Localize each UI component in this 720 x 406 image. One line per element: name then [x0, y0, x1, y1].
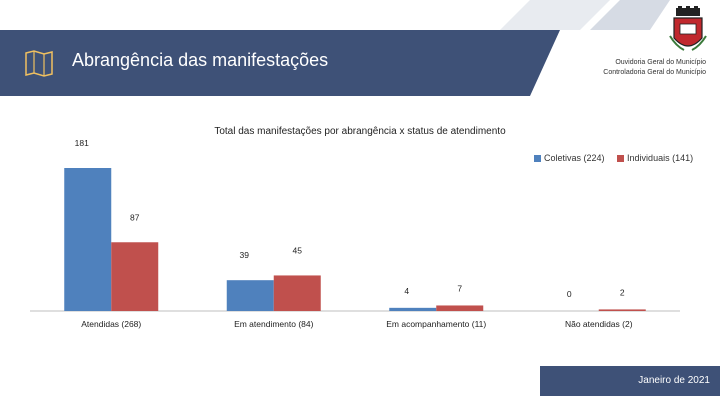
header-diagonal: [500, 30, 560, 96]
data-label-coletivas-1: 39: [240, 250, 250, 260]
date-badge: Janeiro de 2021: [540, 366, 720, 396]
bar-individuais-1: [273, 275, 321, 311]
org-name-controladoria: Controladoria Geral do Município: [603, 69, 706, 76]
bar-individuais-2: [436, 305, 484, 311]
legend-swatch-coletivas: [534, 154, 541, 162]
org-name-ouvidoria: Ouvidoria Geral do Município: [615, 59, 706, 66]
bar-individuais-3: [598, 309, 646, 311]
legend-item-individuais: Individuais (141): [617, 153, 693, 163]
legend-label-individuais: Individuais (141): [627, 153, 694, 163]
x-tick-label-2: Em acompanhamento (11): [386, 319, 486, 329]
x-tick-label-3: Não atendidas (2): [565, 319, 633, 329]
data-label-individuais-2: 7: [457, 283, 462, 293]
page-title: Abrangência das manifestações: [72, 50, 329, 70]
data-label-individuais-0: 87: [130, 212, 140, 222]
book-map-icon: [24, 49, 54, 77]
data-label-coletivas-0: 181: [75, 138, 89, 148]
chart-title: Total das manifestações por abrangência …: [214, 126, 506, 137]
data-label-individuais-1: 45: [293, 245, 303, 255]
header-logo-area: [530, 30, 720, 96]
data-label-individuais-3: 2: [620, 287, 625, 297]
data-label-coletivas-2: 4: [404, 286, 409, 296]
bar-individuais-0: [111, 242, 159, 311]
chart-legend: Coletivas (224) Individuais (141): [534, 153, 703, 164]
legend-item-coletivas: Coletivas (224): [534, 153, 605, 163]
x-tick-label-0: Atendidas (268): [81, 319, 141, 329]
legend-swatch-individuais: [617, 154, 625, 162]
data-label-coletivas-3: 0: [567, 289, 572, 299]
municipal-crest-logo: [668, 6, 708, 56]
bar-coletivas-2: [389, 307, 437, 311]
legend-label-coletivas: Coletivas (224): [544, 153, 605, 163]
decorative-stripes: [500, 0, 720, 30]
bar-coletivas-0: [64, 168, 112, 311]
x-tick-label-1: Em atendimento (84): [234, 319, 314, 329]
bar-coletivas-1: [226, 280, 274, 311]
